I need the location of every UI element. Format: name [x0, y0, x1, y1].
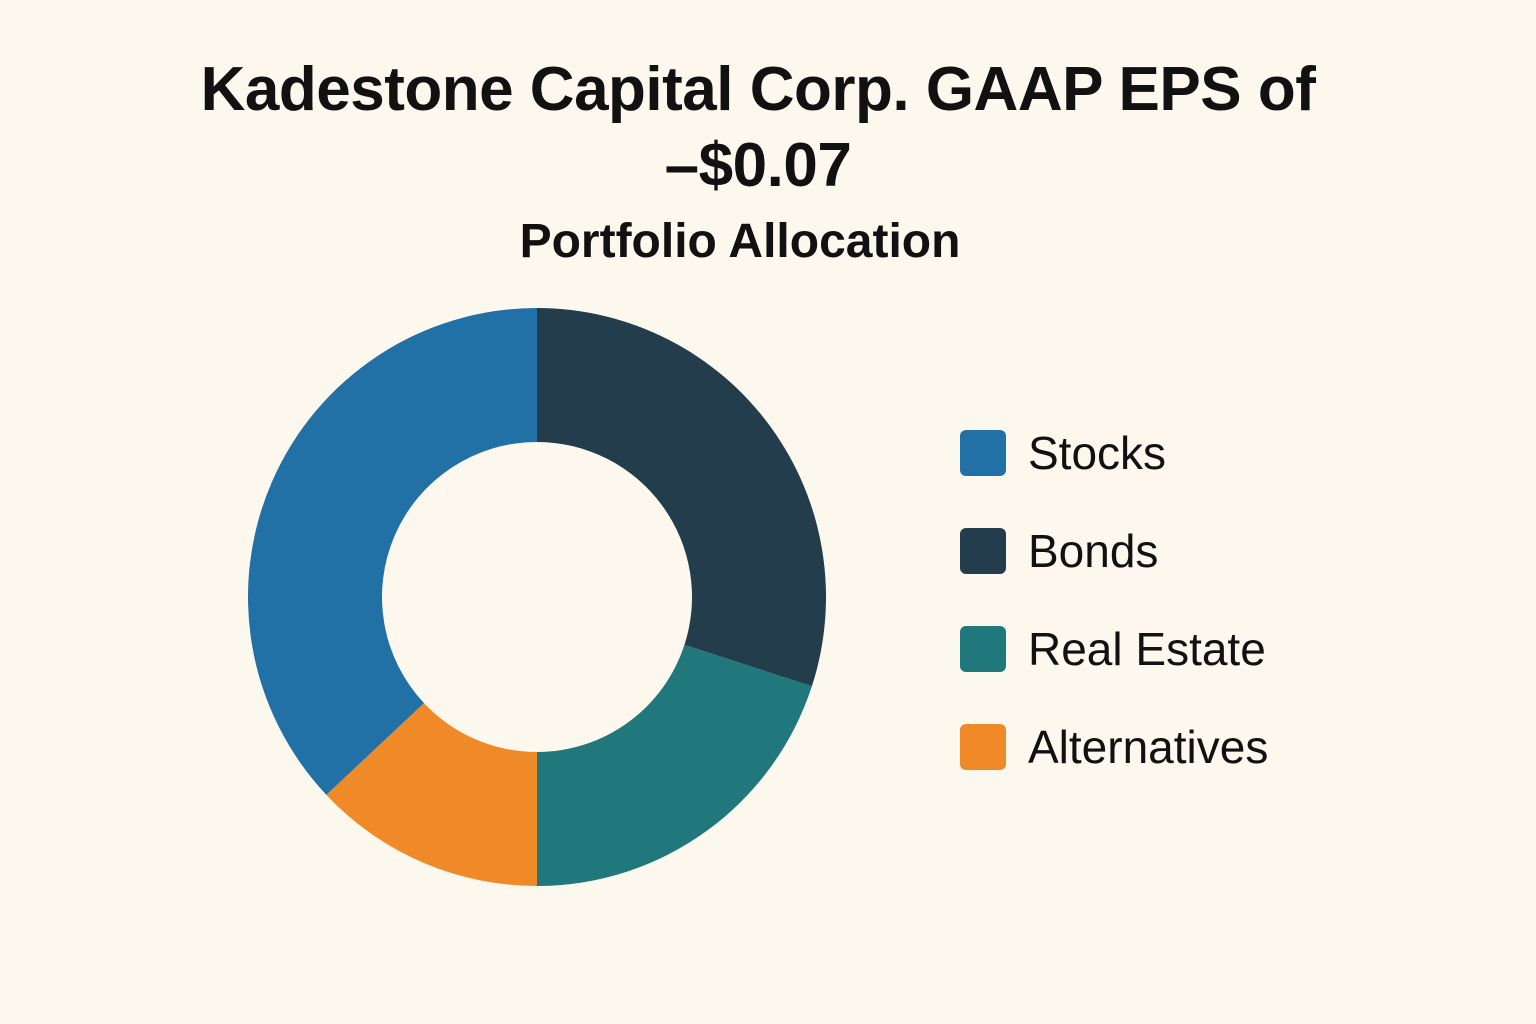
legend-swatch-bonds [960, 528, 1006, 574]
chart-subtitle: Portfolio Allocation [519, 215, 961, 268]
legend-label-stocks: Stocks [1028, 427, 1167, 479]
legend-item-alternatives: Alternatives [960, 698, 1480, 796]
donut-slice-bonds [537, 308, 826, 687]
legend-swatch-real-estate [960, 626, 1006, 672]
chart-title-line-1: Kadestone Capital Corp. GAAP EPS of [200, 55, 1316, 124]
chart-legend: Stocks Bonds Real Estate Alternatives [960, 404, 1480, 796]
chart-title: Kadestone Capital Corp. GAAP EPS of –$0.… [0, 52, 1516, 204]
donut-slice-alternatives [326, 703, 537, 886]
legend-label-bonds: Bonds [1028, 525, 1159, 577]
donut-slice-real-estate [537, 644, 812, 886]
legend-swatch-stocks [960, 430, 1006, 476]
legend-item-stocks: Stocks [960, 404, 1480, 502]
legend-item-bonds: Bonds [960, 502, 1480, 600]
legend-item-real-estate: Real Estate [960, 600, 1480, 698]
chart-title-line-2: –$0.07 [664, 131, 852, 200]
legend-label-real-estate: Real Estate [1028, 623, 1266, 675]
legend-swatch-alternatives [960, 724, 1006, 770]
legend-label-alternatives: Alternatives [1028, 721, 1269, 773]
donut-slice-stocks [247, 308, 537, 795]
